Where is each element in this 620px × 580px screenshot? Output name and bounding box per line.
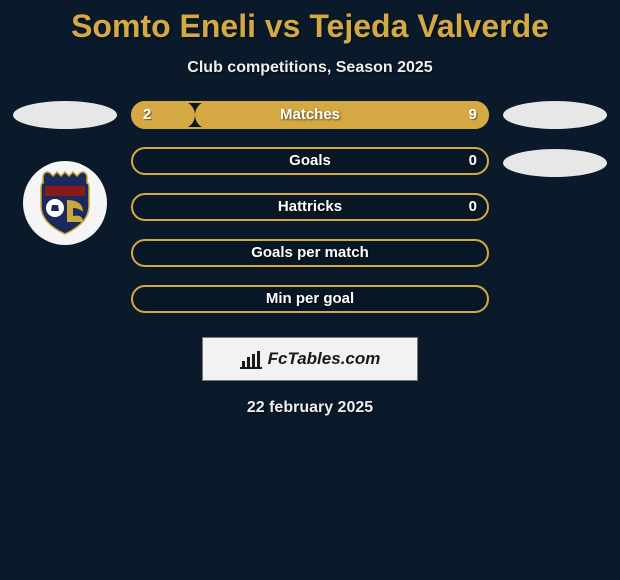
stat-row: Goals per match bbox=[131, 239, 489, 267]
footer-brand-box: FcTables.com bbox=[202, 337, 418, 381]
player-avatar-left bbox=[13, 101, 117, 129]
stat-row: 0Hattricks bbox=[131, 193, 489, 221]
stat-label: Goals bbox=[131, 147, 489, 175]
chart-icon bbox=[240, 349, 262, 369]
stat-row: 29Matches bbox=[131, 101, 489, 129]
club-logo-left bbox=[23, 161, 107, 245]
page-subtitle: Club competitions, Season 2025 bbox=[0, 59, 620, 77]
page-title: Somto Eneli vs Tejeda Valverde bbox=[0, 0, 620, 45]
rsl-crest-icon bbox=[35, 168, 95, 238]
club-badge-right bbox=[503, 149, 607, 177]
footer-date: 22 february 2025 bbox=[0, 399, 620, 417]
stat-label: Matches bbox=[131, 101, 489, 129]
stat-row: 0Goals bbox=[131, 147, 489, 175]
stat-label: Hattricks bbox=[131, 193, 489, 221]
comparison-content: 29Matches 0Goals 0Hattricks Goals per match… bbox=[0, 101, 620, 313]
right-side bbox=[495, 101, 615, 197]
stat-label: Min per goal bbox=[131, 285, 489, 313]
stat-bars: 29Matches 0Goals 0Hattricks Goals per match… bbox=[125, 101, 495, 313]
left-side bbox=[5, 101, 125, 245]
stat-row: Min per goal bbox=[131, 285, 489, 313]
stat-label: Goals per match bbox=[131, 239, 489, 267]
footer-brand-text: FcTables.com bbox=[268, 349, 381, 369]
player-avatar-right bbox=[503, 101, 607, 129]
